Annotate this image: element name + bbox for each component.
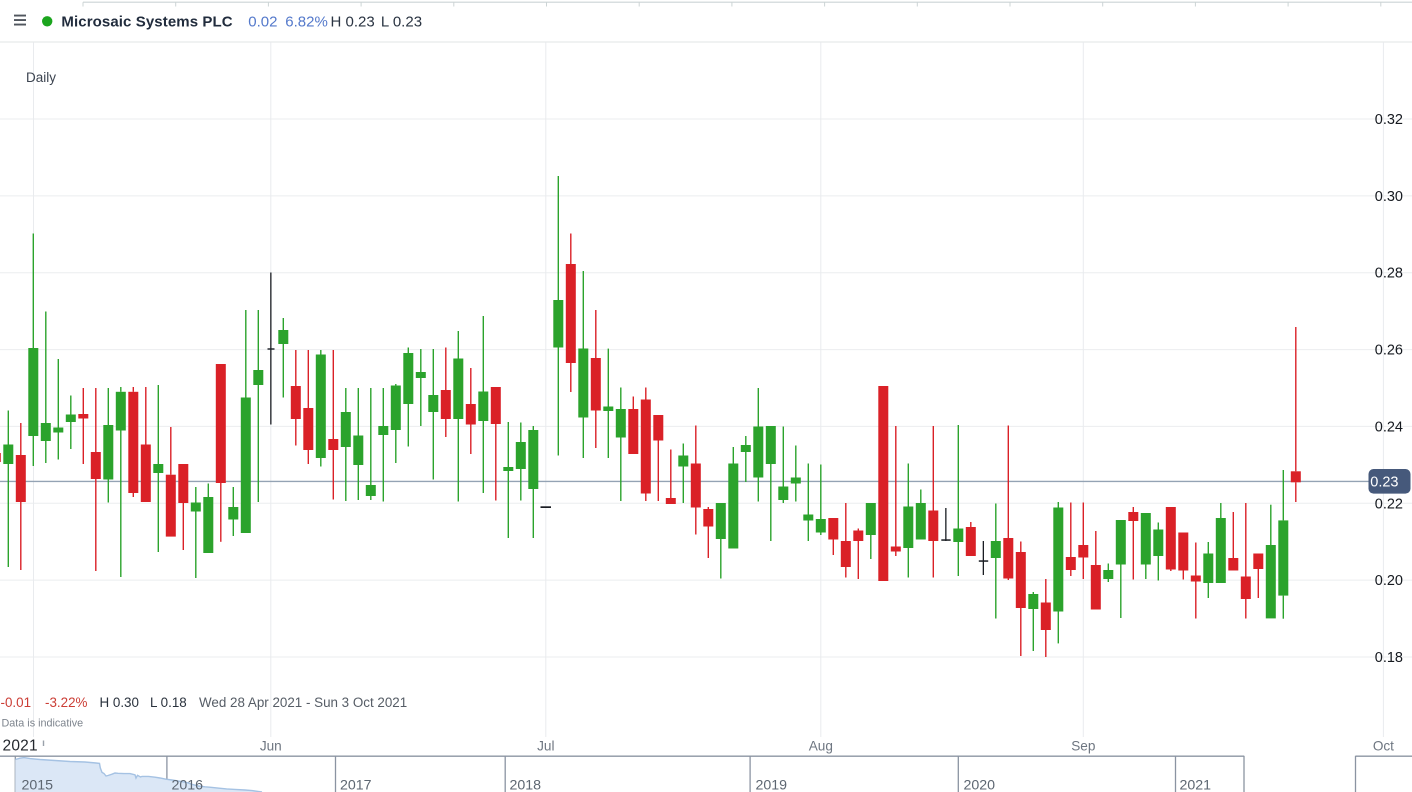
svg-text:2021: 2021: [1180, 778, 1212, 792]
svg-text:H 0.30: H 0.30: [100, 695, 139, 710]
svg-text:6.82%: 6.82%: [285, 14, 328, 31]
svg-text:0.24: 0.24: [1375, 419, 1403, 435]
svg-text:0.22: 0.22: [1375, 496, 1403, 512]
svg-text:Wed 28 Apr 2021 - Sun 3 Oct 20: Wed 28 Apr 2021 - Sun 3 Oct 2021: [199, 695, 407, 710]
svg-text:2021: 2021: [3, 738, 38, 755]
svg-text:0.32: 0.32: [1375, 112, 1403, 128]
svg-text:0.02: 0.02: [248, 14, 277, 31]
svg-text:0.26: 0.26: [1375, 343, 1403, 359]
svg-text:Jun: Jun: [260, 739, 282, 754]
svg-text:0.30: 0.30: [1375, 189, 1403, 205]
svg-text:2015: 2015: [22, 778, 54, 792]
svg-text:2019: 2019: [756, 778, 788, 792]
svg-text:L 0.18: L 0.18: [150, 695, 187, 710]
svg-text:Aug: Aug: [809, 739, 833, 754]
svg-text:-0.01: -0.01: [1, 695, 32, 710]
svg-text:Oct: Oct: [1373, 739, 1394, 754]
svg-text:Microsaic Systems PLC: Microsaic Systems PLC: [61, 14, 232, 31]
svg-text:H 0.23: H 0.23: [331, 14, 375, 31]
svg-text:L 0.23: L 0.23: [381, 14, 422, 31]
svg-text:0.18: 0.18: [1375, 650, 1403, 666]
svg-text:0.20: 0.20: [1375, 573, 1403, 589]
svg-text:2016: 2016: [172, 778, 204, 792]
svg-text:0.28: 0.28: [1375, 266, 1403, 282]
svg-text:Jul: Jul: [537, 739, 554, 754]
svg-text:2018: 2018: [510, 778, 542, 792]
svg-text:2020: 2020: [964, 778, 996, 792]
svg-text:2017: 2017: [340, 778, 372, 792]
svg-text:Sep: Sep: [1071, 739, 1095, 754]
svg-text:0.23: 0.23: [1370, 475, 1398, 491]
svg-text:Daily: Daily: [26, 70, 56, 85]
svg-text:-3.22%: -3.22%: [45, 695, 88, 710]
svg-text:Data is indicative: Data is indicative: [2, 718, 84, 730]
